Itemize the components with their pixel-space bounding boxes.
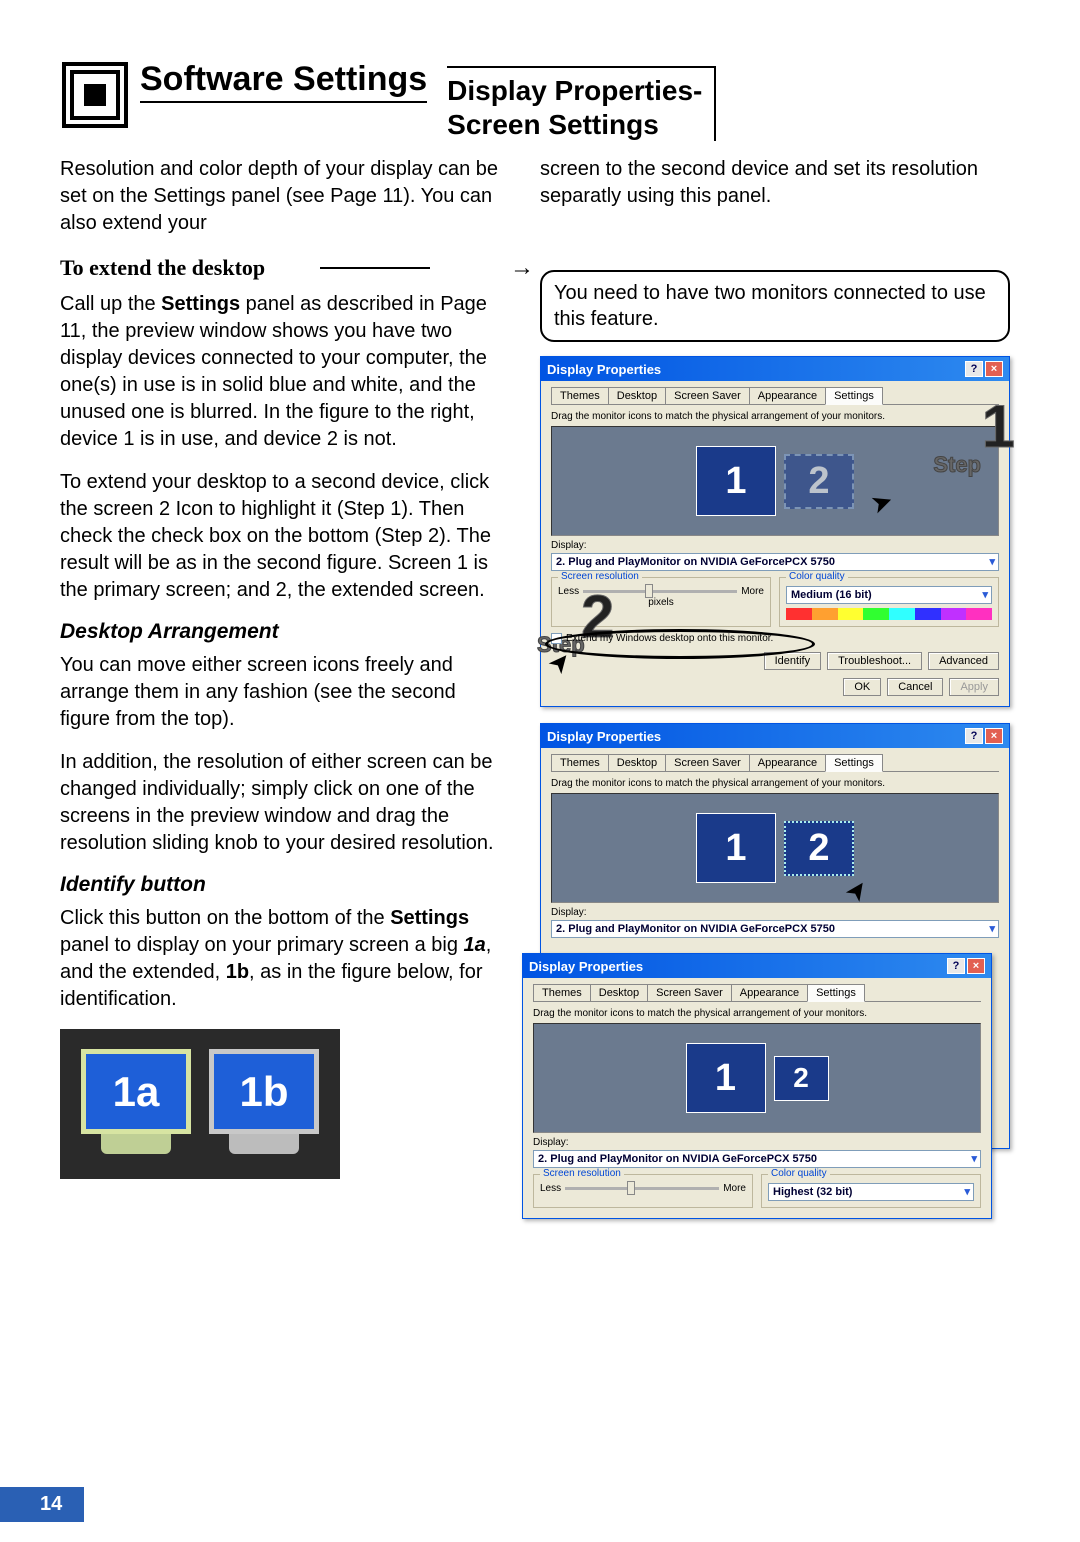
page-number: 14 — [0, 1487, 84, 1522]
tab-desktop[interactable]: Desktop — [590, 984, 648, 1001]
tab-appearance[interactable]: Appearance — [749, 754, 826, 771]
ok-button[interactable]: OK — [843, 678, 881, 696]
extend-paragraph-1: Call up the Settings panel as described … — [60, 291, 510, 453]
dialog-tabs: Themes Desktop Screen Saver Appearance S… — [551, 387, 999, 405]
troubleshoot-button[interactable]: Troubleshoot... — [827, 652, 922, 670]
resolution-slider[interactable] — [565, 1187, 719, 1190]
monitor-1-icon[interactable]: 1 — [696, 813, 776, 883]
monitor-preview-area[interactable]: 1 2 ➤ — [551, 426, 999, 536]
monitor-2-icon[interactable]: 2 — [784, 821, 854, 876]
monitor-1-icon[interactable]: 1 — [696, 446, 776, 516]
color-quality-fieldset: Color quality Highest (32 bit) — [761, 1174, 981, 1208]
intro-right: screen to the second device and set its … — [540, 156, 1010, 210]
cursor-icon: ➤ — [838, 873, 876, 909]
extend-checkbox[interactable] — [551, 633, 562, 644]
close-button[interactable]: × — [967, 958, 985, 974]
tab-screensaver[interactable]: Screen Saver — [647, 984, 732, 1001]
advanced-button[interactable]: Advanced — [928, 652, 999, 670]
display-dropdown[interactable]: 2. Plug and PlayMonitor on NVIDIA GeForc… — [533, 1150, 981, 1168]
help-button[interactable]: ? — [965, 361, 983, 377]
tab-appearance[interactable]: Appearance — [731, 984, 808, 1001]
monitor-1b-icon: 1b — [209, 1049, 319, 1169]
settings-square-icon — [60, 60, 130, 130]
note-box: You need to have two monitors connected … — [540, 270, 1010, 342]
dialog-titlebar[interactable]: Display Properties ? × — [541, 357, 1009, 381]
tab-screensaver[interactable]: Screen Saver — [665, 387, 750, 404]
dialog-titlebar[interactable]: Display Properties ? × — [541, 724, 1009, 748]
dialog-titlebar[interactable]: Display Properties ? × — [523, 954, 991, 978]
desktop-paragraph-1: You can move either screen icons freely … — [60, 652, 510, 733]
resolution-slider[interactable] — [583, 590, 737, 593]
tab-themes[interactable]: Themes — [533, 984, 591, 1001]
monitor-2-icon[interactable]: 2 — [784, 454, 854, 509]
help-button[interactable]: ? — [965, 728, 983, 744]
tab-screensaver[interactable]: Screen Saver — [665, 754, 750, 771]
monitor-1a-icon: 1a — [81, 1049, 191, 1169]
tab-settings[interactable]: Settings — [807, 984, 865, 1002]
monitor-1-icon[interactable]: 1 — [686, 1043, 766, 1113]
subtitle-box: Display Properties-Screen Settings — [447, 66, 716, 141]
identify-figure: 1a 1b — [60, 1029, 340, 1179]
apply-button[interactable]: Apply — [949, 678, 999, 696]
extend-paragraph-2: To extend your desktop to a second devic… — [60, 469, 510, 604]
close-button[interactable]: × — [985, 728, 1003, 744]
dialog-title: Display Properties — [547, 362, 661, 377]
tab-desktop[interactable]: Desktop — [608, 387, 666, 404]
tab-themes[interactable]: Themes — [551, 387, 609, 404]
monitor-preview-area[interactable]: 1 2 — [533, 1023, 981, 1133]
help-button[interactable]: ? — [947, 958, 965, 974]
cursor-icon: ➤ — [867, 484, 898, 521]
drag-instruction: Drag the monitor icons to match the phys… — [551, 411, 999, 422]
arrow-icon: → — [510, 254, 534, 282]
cancel-button[interactable]: Cancel — [887, 678, 943, 696]
left-column: Resolution and color depth of your displ… — [60, 156, 510, 1179]
color-bar — [786, 608, 992, 620]
intro-left: Resolution and color depth of your displ… — [60, 156, 510, 237]
page-title: Software Settings — [140, 60, 427, 103]
identify-paragraph: Click this button on the bottom of the S… — [60, 905, 510, 1013]
page-subtitle: Display Properties-Screen Settings — [447, 74, 702, 141]
heading-extend-desktop: To extend the desktop — [60, 255, 510, 281]
display-dropdown[interactable]: 2. Plug and PlayMonitor on NVIDIA GeForc… — [551, 553, 999, 571]
screen-resolution-fieldset: Screen resolution Less More — [533, 1174, 753, 1208]
monitor-2-icon[interactable]: 2 — [774, 1056, 829, 1101]
display-properties-dialog-3: Display Properties ? × Themes Desktop Sc… — [522, 953, 992, 1219]
right-column: screen to the second device and set its … — [540, 156, 1010, 1179]
cursor-icon-2: ➤ — [541, 644, 579, 681]
heading-desktop-arrangement: Desktop Arrangement — [60, 620, 510, 644]
color-quality-dropdown[interactable]: Highest (32 bit) — [768, 1183, 974, 1201]
display-properties-dialog-1: Display Properties ? × Themes Desktop Sc… — [540, 356, 1010, 707]
display-label: Display: — [551, 540, 999, 551]
close-button[interactable]: × — [985, 361, 1003, 377]
screen-resolution-fieldset: Screen resolution Less More pixels — [551, 577, 771, 627]
monitor-preview-area[interactable]: 1 2 ➤ — [551, 793, 999, 903]
tab-settings[interactable]: Settings — [825, 387, 883, 405]
page-header: Software Settings Display Properties-Scr… — [60, 60, 1020, 141]
tab-settings[interactable]: Settings — [825, 754, 883, 772]
heading-identify-button: Identify button — [60, 873, 510, 897]
color-quality-fieldset: Color quality Medium (16 bit) — [779, 577, 999, 627]
identify-button[interactable]: Identify — [764, 652, 821, 670]
tab-desktop[interactable]: Desktop — [608, 754, 666, 771]
display-dropdown[interactable]: 2. Plug and PlayMonitor on NVIDIA GeForc… — [551, 920, 999, 938]
extend-checkbox-row[interactable]: Extend my Windows desktop onto this moni… — [551, 633, 999, 644]
tab-themes[interactable]: Themes — [551, 754, 609, 771]
tab-appearance[interactable]: Appearance — [749, 387, 826, 404]
desktop-paragraph-2: In addition, the resolution of either sc… — [60, 749, 510, 857]
color-quality-dropdown[interactable]: Medium (16 bit) — [786, 586, 992, 604]
